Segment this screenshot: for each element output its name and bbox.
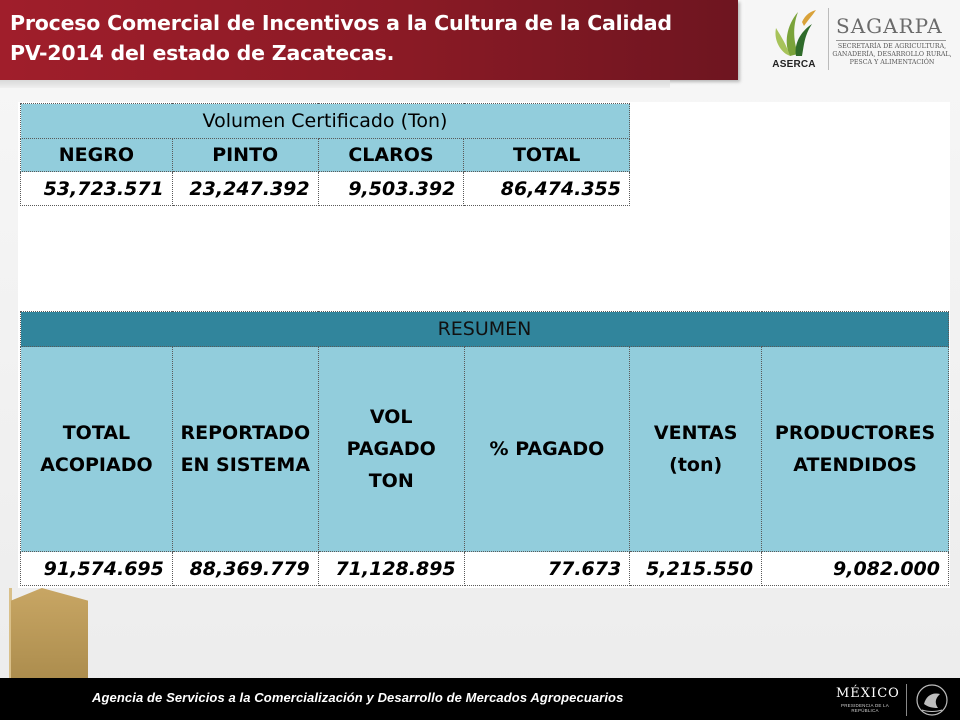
column-header-line: ACOPIADO <box>40 454 153 476</box>
aserca-logo-icon <box>775 10 816 56</box>
title-banner <box>0 0 738 80</box>
table-cell: 77.673 <box>463 551 631 586</box>
sagarpa-logo-text: SAGARPA <box>836 14 943 38</box>
table-cell: 71,128.895 <box>317 551 465 586</box>
sagarpa-subtitle-line-2: GANADERÍA, DESARROLLO RURAL, <box>832 51 952 58</box>
slide-title-line-2: PV-2014 del estado de Zacatecas. <box>10 41 395 65</box>
column-header-line: VENTAS <box>653 422 738 444</box>
decorative-tab <box>11 588 88 693</box>
logo-divider <box>828 8 829 70</box>
volumen-certificado-table: Volumen Certificado (Ton) NEGRO PINTO CL… <box>20 103 630 206</box>
table-row: 53,723.571 23,247.392 9,503.392 86,474.3… <box>20 171 630 206</box>
column-header: TOTAL ACOPIADO <box>20 346 173 552</box>
column-header-line: TON <box>368 470 414 492</box>
resumen-table: RESUMEN TOTAL ACOPIADO REPORTADO EN SIST… <box>20 311 949 586</box>
table-cell: 86,474.355 <box>463 171 630 206</box>
mexico-seal-icon <box>916 684 948 716</box>
column-header: TOTAL <box>463 138 630 172</box>
table-cell: 91,574.695 <box>20 551 173 586</box>
column-header-line: REPORTADO <box>180 422 311 444</box>
column-header-line: EN SISTEMA <box>180 454 311 476</box>
column-header-line: VOL <box>369 406 413 428</box>
decorative-tab-edge <box>9 588 12 693</box>
column-header: NEGRO <box>20 138 173 172</box>
sagarpa-subtitle: SECRETARÍA DE AGRICULTURA, GANADERÍA, DE… <box>832 43 952 67</box>
slide-title: Proceso Comercial de Incentivos a la Cul… <box>10 8 730 68</box>
resumen-table-title: RESUMEN <box>20 311 949 347</box>
mexico-logo-subtitle: PRESIDENCIA DE LA REPÚBLICA <box>841 703 889 713</box>
column-header: REPORTADO EN SISTEMA <box>171 346 319 552</box>
footer-agency-text: Agencia de Servicios a la Comercializaci… <box>92 690 624 705</box>
column-header-line: % PAGADO <box>489 438 605 460</box>
slide-title-line-1: Proceso Comercial de Incentivos a la Cul… <box>10 11 672 35</box>
footer-bar <box>0 678 960 720</box>
table-row: 91,574.695 88,369.779 71,128.895 77.673 … <box>20 551 949 586</box>
footer-divider <box>906 684 907 716</box>
table-cell: 5,215.550 <box>629 551 763 586</box>
column-header: % PAGADO <box>463 346 631 552</box>
column-header: PINTO <box>171 138 319 172</box>
column-header-line: TOTAL <box>62 422 131 444</box>
column-header: PRODUCTORES ATENDIDOS <box>761 346 949 552</box>
table-cell: 88,369.779 <box>171 551 319 586</box>
mexico-logo-text: MÉXICO <box>836 686 900 701</box>
table-cell: 9,082.000 <box>761 551 949 586</box>
column-header: VENTAS (ton) <box>629 346 763 552</box>
column-header-line: ATENDIDOS <box>793 454 917 476</box>
sagarpa-subtitle-line-1: SECRETARÍA DE AGRICULTURA, <box>837 43 947 50</box>
column-header-line: PAGADO <box>346 438 436 460</box>
volumen-table-title: Volumen Certificado (Ton) <box>20 103 630 139</box>
column-header: VOL PAGADO TON <box>317 346 465 552</box>
sagarpa-rule <box>836 40 946 41</box>
aserca-label: ASERCA <box>772 59 816 70</box>
table-cell: 23,247.392 <box>171 171 319 206</box>
column-header: CLAROS <box>317 138 465 172</box>
title-underbar <box>0 80 670 88</box>
column-header-line: (ton) <box>669 454 723 476</box>
column-header-line: PRODUCTORES <box>774 422 936 444</box>
sagarpa-subtitle-line-3: PESCA Y ALIMENTACIÓN <box>849 59 935 66</box>
table-cell: 53,723.571 <box>20 171 173 206</box>
table-cell: 9,503.392 <box>317 171 465 206</box>
